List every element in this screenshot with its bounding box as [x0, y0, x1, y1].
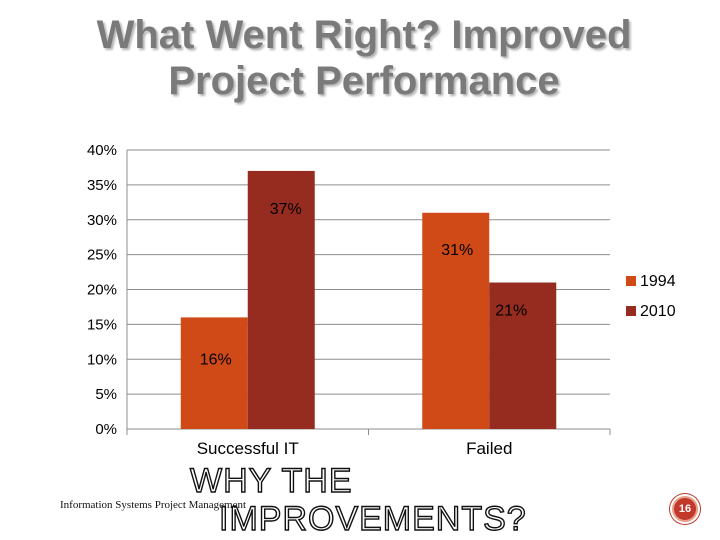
- y-tick-label: 35%: [87, 177, 117, 194]
- y-tick-label: 0%: [95, 421, 117, 438]
- data-label: 21%: [495, 303, 527, 320]
- page-number-badge: 16: [672, 496, 698, 522]
- data-label: 16%: [200, 351, 232, 368]
- legend-label: 2010: [640, 303, 676, 320]
- bar-2010-1: [489, 282, 557, 429]
- y-tick-label: 25%: [87, 247, 117, 264]
- bar-1994-1: [422, 212, 490, 429]
- subheading: WHY THE IMPROVEMENTS?: [189, 461, 527, 538]
- category-label: Successful IT: [197, 439, 299, 458]
- y-tick-label: 10%: [87, 351, 117, 368]
- y-tick-label: 30%: [87, 212, 117, 229]
- y-tick-label: 40%: [87, 142, 117, 159]
- data-label: 31%: [441, 242, 473, 259]
- subheading-line-2: IMPROVEMENTS?: [218, 499, 527, 538]
- data-label: 37%: [270, 201, 302, 218]
- category-label: Failed: [466, 439, 512, 458]
- slide-title-line-2: Project Performance: [168, 59, 560, 103]
- legend-label: 1994: [640, 273, 676, 290]
- slide-title-line-1: What Went Right? Improved: [96, 13, 632, 57]
- legend-swatch-2010: [626, 306, 636, 316]
- legend-swatch-1994: [626, 276, 636, 286]
- bar-1994-0: [180, 317, 248, 429]
- slide-title: What Went Right? Improved Project Perfor…: [0, 12, 720, 104]
- y-tick-label: 5%: [95, 386, 117, 403]
- y-tick-label: 15%: [87, 316, 117, 333]
- subheading-line-1: WHY THE: [189, 461, 353, 500]
- y-tick-label: 20%: [87, 282, 117, 299]
- footer-text: Information Systems Project Management: [60, 499, 247, 511]
- bar-2010-0: [247, 170, 315, 430]
